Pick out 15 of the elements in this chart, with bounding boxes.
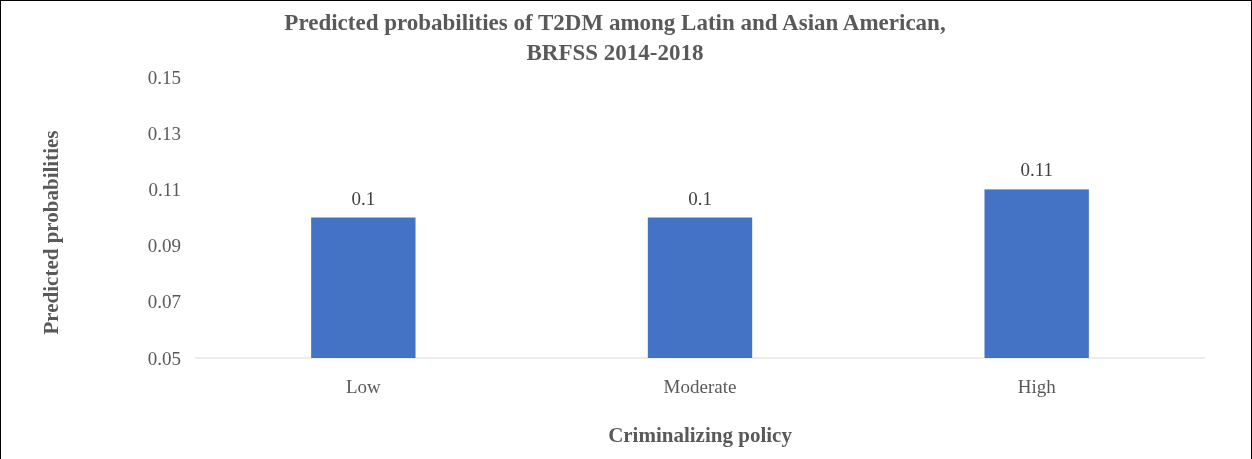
data-label: 0.1 xyxy=(688,187,712,209)
chart-title: Predicted probabilities of T2DM among Latin and Asian American, BRFSS 2014-2018 xyxy=(284,10,946,65)
x-axis-title: Criminalizing policy xyxy=(608,423,793,447)
y-tick-label: 0.07 xyxy=(147,291,181,313)
x-tick-label: Low xyxy=(345,376,382,398)
y-tick-label: 0.11 xyxy=(148,178,181,200)
x-tick-label: Moderate xyxy=(663,376,737,398)
y-tick-label: 0.15 xyxy=(147,66,181,88)
data-label: 0.11 xyxy=(1020,159,1053,181)
y-axis-title: Predicted probabilities xyxy=(39,130,63,335)
x-tick-label: High xyxy=(1017,376,1057,398)
y-tick-label: 0.09 xyxy=(147,235,181,257)
y-tick-label: 0.13 xyxy=(147,122,181,144)
data-label: 0.1 xyxy=(351,187,376,209)
y-tick-label: 0.05 xyxy=(147,347,181,369)
